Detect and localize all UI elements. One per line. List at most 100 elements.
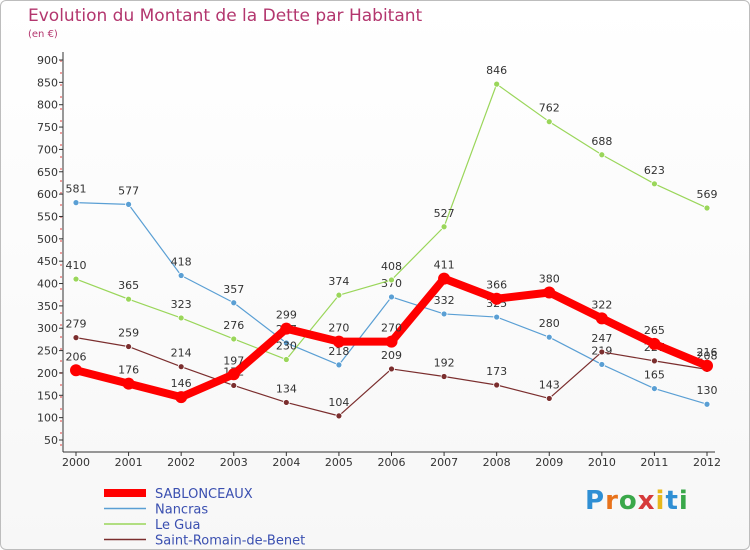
data-label: 357 [223,283,244,296]
y-tick-label: 250 [37,345,58,358]
data-label: 130 [697,384,718,397]
x-tick-label: 2005 [325,456,353,469]
legend-label: Le Gua [155,518,200,533]
data-point [545,333,553,341]
data-label: 218 [328,345,349,358]
data-label: 418 [171,255,192,268]
data-point [177,363,185,371]
logo-letter: i [655,486,666,516]
x-tick-label: 2002 [167,456,195,469]
series-line-le-gua [75,83,708,361]
data-label: 134 [276,382,297,395]
data-label: 104 [328,396,349,409]
x-tick-label: 2006 [378,456,406,469]
y-tick-label: 50 [44,434,58,447]
x-tick-label: 2003 [220,456,248,469]
data-point [282,356,290,363]
data-point [332,335,345,348]
data-point [335,412,343,420]
data-label: 581 [66,183,87,196]
data-label: 846 [486,64,507,77]
data-point [438,272,451,285]
data-point [227,368,240,381]
y-tick-label: 100 [37,412,58,425]
logo-letter: t [665,486,679,516]
x-tick-label: 2009 [535,456,563,469]
data-label: 230 [276,340,297,353]
data-label: 323 [171,298,192,311]
data-label: 208 [697,349,718,362]
data-point [490,292,503,305]
data-point [651,357,658,365]
data-label: 192 [434,357,455,370]
data-label: 569 [697,188,718,201]
data-point [72,199,80,207]
x-tick-label: 2008 [483,456,511,469]
data-point [230,382,238,389]
data-point [701,359,713,372]
data-label: 270 [328,322,349,335]
data-label: 411 [434,259,455,272]
x-tick-label: 2012 [693,456,721,469]
data-label: 577 [118,184,139,197]
y-tick-label: 450 [37,255,58,268]
data-label: 408 [381,260,402,273]
data-point [440,373,448,380]
data-point [282,399,290,406]
data-point [125,295,132,303]
data-label: 527 [434,207,455,220]
data-point [440,223,448,231]
data-point [651,385,658,392]
y-tick-label: 300 [37,322,58,335]
data-point [545,395,553,402]
y-tick-label: 550 [37,210,58,223]
data-label: 209 [381,349,402,362]
legend-label: SABLONCEAUX [155,487,253,502]
data-label: 688 [591,135,612,148]
data-point [230,299,238,307]
data-label: 146 [171,377,192,390]
data-point [335,291,343,299]
data-point [122,377,135,390]
data-point [703,204,711,212]
data-point [543,286,556,299]
y-tick-label: 500 [37,233,58,246]
logo-letter: x [637,486,656,516]
data-point [72,275,80,283]
y-tick-label: 650 [37,166,58,179]
data-point [282,339,290,347]
data-label: 214 [171,347,192,360]
data-point [385,335,398,348]
data-point [493,80,501,88]
proxiti-logo: Proxiti [585,486,689,516]
y-tick-label: 850 [37,76,58,89]
legend-label: Saint-Romain-de-Benet [155,534,305,549]
data-label: 279 [66,318,87,331]
data-label: 762 [539,102,560,115]
data-label: 173 [486,365,507,378]
data-point [125,343,132,350]
data-label: 366 [486,279,507,292]
data-label: 380 [539,272,560,285]
data-label: 280 [539,317,560,330]
data-label: 410 [66,259,87,272]
data-point [388,365,395,373]
y-tick-label: 750 [37,121,58,134]
data-point [280,322,293,335]
data-point [335,361,343,369]
data-point [598,348,606,356]
y-tick-label: 200 [37,367,58,380]
x-tick-label: 2004 [272,456,300,469]
y-tick-label: 400 [37,278,58,291]
data-point [440,310,448,318]
y-tick-label: 150 [37,389,58,402]
logo-letter: i [678,486,689,516]
y-tick-label: 900 [37,54,58,67]
data-point [648,337,661,350]
x-tick-label: 2011 [640,456,668,469]
data-label: 370 [381,277,402,290]
data-point [493,313,501,321]
chart-title: Evolution du Montant de la Dette par Hab… [28,6,423,26]
data-label: 265 [644,324,665,337]
